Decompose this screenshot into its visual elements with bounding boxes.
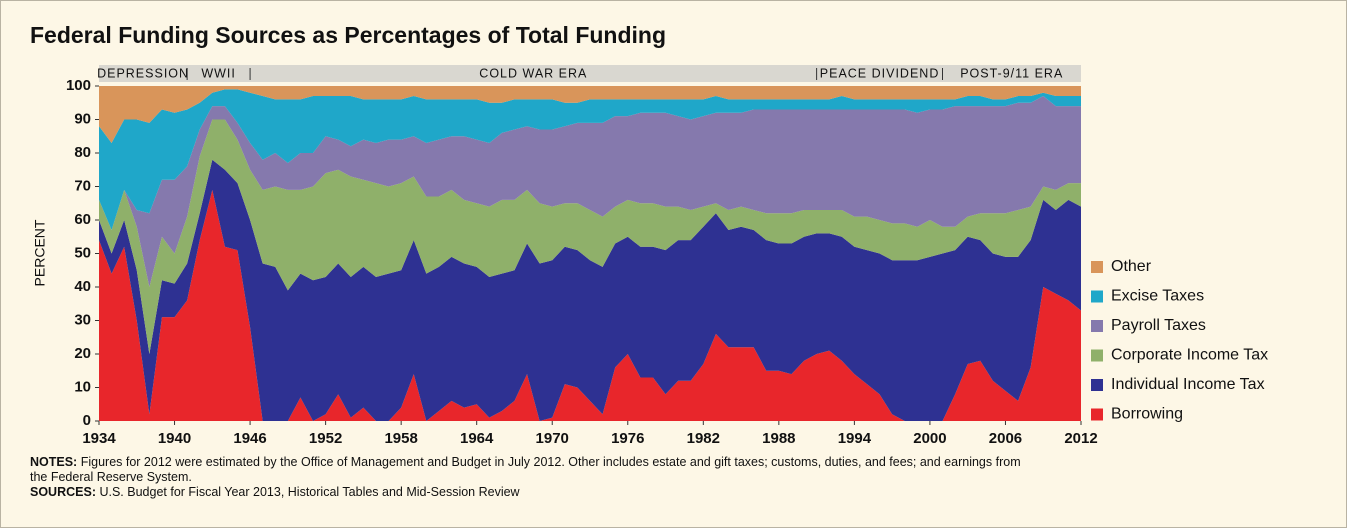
- legend-label: Excise Taxes: [1111, 288, 1204, 305]
- area: [99, 119, 1081, 354]
- y-tick-label: 30: [74, 311, 91, 328]
- notes-label: NOTES:: [30, 455, 78, 469]
- y-tick-label: 40: [74, 278, 91, 295]
- legend-swatch: [1091, 320, 1103, 332]
- era-label: POST-9/11 ERA: [960, 66, 1063, 80]
- sources-label: SOURCES:: [30, 485, 96, 499]
- x-tick-label: 1982: [687, 430, 720, 447]
- y-tick-label: 90: [74, 110, 91, 127]
- y-tick-label: 70: [74, 177, 91, 194]
- era-label: WWII: [201, 66, 236, 80]
- x-tick-label: 2000: [913, 430, 946, 447]
- sources-line: SOURCES: U.S. Budget for Fiscal Year 201…: [30, 485, 1040, 500]
- legend-swatch: [1091, 261, 1103, 273]
- era-label: PEACE DIVIDEND: [820, 66, 940, 80]
- notes-line: NOTES: Figures for 2012 were estimated b…: [30, 455, 1040, 485]
- era-label: DEPRESSION: [97, 66, 189, 80]
- area: [99, 96, 1081, 287]
- x-tick-label: 1940: [158, 430, 191, 447]
- notes-text: Figures for 2012 were estimated by the O…: [30, 455, 1021, 484]
- legend-swatch: [1091, 408, 1103, 421]
- x-tick-label: 1988: [762, 430, 795, 447]
- y-tick-label: 20: [74, 345, 91, 362]
- x-tick-label: 1934: [82, 430, 116, 447]
- x-tick-label: 1976: [611, 430, 644, 447]
- x-tick-label: 1958: [384, 430, 417, 447]
- sources-text: U.S. Budget for Fiscal Year 2013, Histor…: [99, 485, 520, 499]
- y-tick-label: 10: [74, 378, 91, 395]
- area: [99, 159, 1081, 421]
- y-tick-label: 50: [74, 244, 91, 261]
- chart: Federal Funding Sources as Percentages o…: [30, 22, 1268, 447]
- y-tick-label: 60: [74, 211, 91, 228]
- area: [99, 189, 1081, 421]
- y-axis-label: PERCENT: [32, 219, 48, 286]
- x-tick-label: 2006: [989, 430, 1022, 447]
- legend-label: Payroll Taxes: [1111, 317, 1206, 334]
- y-tick-label: 0: [83, 412, 91, 429]
- y-tick-label: 100: [66, 77, 91, 94]
- x-tick-label: 1964: [460, 430, 494, 447]
- x-tick-label: 1970: [536, 430, 569, 447]
- era-band: [99, 65, 1081, 82]
- legend-swatch: [1091, 379, 1103, 391]
- area: [99, 86, 1081, 143]
- legend-swatch: [1091, 349, 1103, 362]
- legend-label: Borrowing: [1111, 406, 1183, 423]
- notes: NOTES: Figures for 2012 were estimated b…: [30, 455, 1040, 500]
- legend-label: Corporate Income Tax: [1111, 347, 1268, 364]
- x-tick-label: 1994: [838, 430, 872, 447]
- era-label: COLD WAR ERA: [479, 66, 587, 80]
- legend-swatch: [1091, 290, 1103, 303]
- y-tick-label: 80: [74, 144, 91, 161]
- area: [99, 89, 1081, 231]
- x-tick-label: 1952: [309, 430, 342, 447]
- x-tick-label: 2012: [1064, 430, 1097, 447]
- legend-label: Other: [1111, 258, 1152, 275]
- legend-label: Individual Income Tax: [1111, 376, 1265, 393]
- x-tick-label: 1946: [233, 430, 266, 447]
- chart-title: Federal Funding Sources as Percentages o…: [30, 22, 666, 48]
